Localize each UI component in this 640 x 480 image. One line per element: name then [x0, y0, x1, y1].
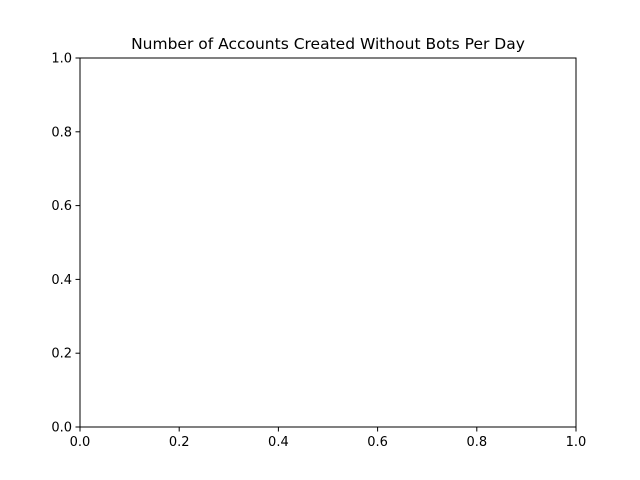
x-tick-label: 1.0 — [566, 435, 587, 450]
y-tick-label: 0.4 — [51, 273, 72, 288]
x-tick-label: 0.8 — [466, 435, 487, 450]
y-axis-ticks: 0.0 0.2 0.4 0.6 0.8 1.0 — [51, 52, 80, 436]
y-tick-label: 0.6 — [51, 199, 72, 214]
y-tick-label: 0.2 — [51, 347, 72, 362]
y-tick-label: 0.0 — [51, 421, 72, 436]
chart-title: Number of Accounts Created Without Bots … — [131, 35, 525, 53]
x-tick-label: 0.6 — [367, 435, 388, 450]
x-tick-label: 0.4 — [268, 435, 289, 450]
plot-area — [79, 57, 577, 428]
y-tick-label: 0.8 — [51, 125, 72, 140]
x-tick-label: 0.2 — [169, 435, 190, 450]
x-tick-label: 0.0 — [70, 435, 91, 450]
y-tick-label: 1.0 — [51, 52, 72, 67]
x-axis-ticks: 0.0 0.2 0.4 0.6 0.8 1.0 — [70, 427, 587, 450]
